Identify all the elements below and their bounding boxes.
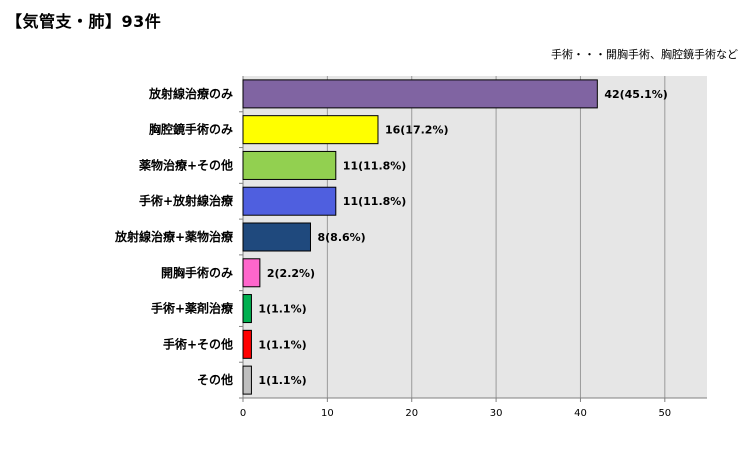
bar-4 [242,186,337,216]
category-label-5: 放射線治療+薬物治療 [114,229,233,244]
category-label-1: 放射線治療のみ [148,86,233,101]
data-label-5: 8(8.6%) [317,231,365,244]
x-tick-label-50: 50 [658,408,671,419]
category-label-7: 手術+薬剤治療 [151,301,233,316]
data-label-1: 42(45.1%) [604,88,668,101]
x-tick-label-10: 10 [321,408,334,419]
data-label-3: 11(11.8%) [343,159,407,172]
bar-1 [242,79,598,109]
bar-9 [242,365,252,395]
bar-3 [242,150,337,180]
data-label-2: 16(17.2%) [385,124,449,137]
category-label-3: 薬物治療+その他 [139,157,233,172]
category-label-9: その他 [197,372,233,387]
bar-6 [242,258,261,288]
data-label-7: 1(1.1%) [258,303,306,316]
bar-8 [242,329,252,359]
bar-5 [242,222,311,252]
chart-title: 【気管支・肺】93件 [6,12,162,31]
data-label-6: 2(2.2%) [267,267,315,280]
data-label-4: 11(11.8%) [343,195,407,208]
category-label-8: 手術+その他 [163,336,233,351]
bar-7 [242,294,252,324]
category-label-2: 胸腔鏡手術のみ [149,122,233,137]
data-label-8: 1(1.1%) [258,338,306,351]
x-tick-label-40: 40 [574,408,587,419]
x-tick-label-0: 0 [240,408,246,419]
category-label-6: 開胸手術のみ [161,265,233,280]
chart-note: 手術・・・開胸手術、胸腔鏡手術など [551,48,738,61]
bar-2 [242,115,379,145]
x-tick-label-20: 20 [405,408,418,419]
x-tick-label-30: 30 [490,408,503,419]
data-label-9: 1(1.1%) [258,374,306,387]
category-label-4: 手術+放射線治療 [139,193,233,208]
